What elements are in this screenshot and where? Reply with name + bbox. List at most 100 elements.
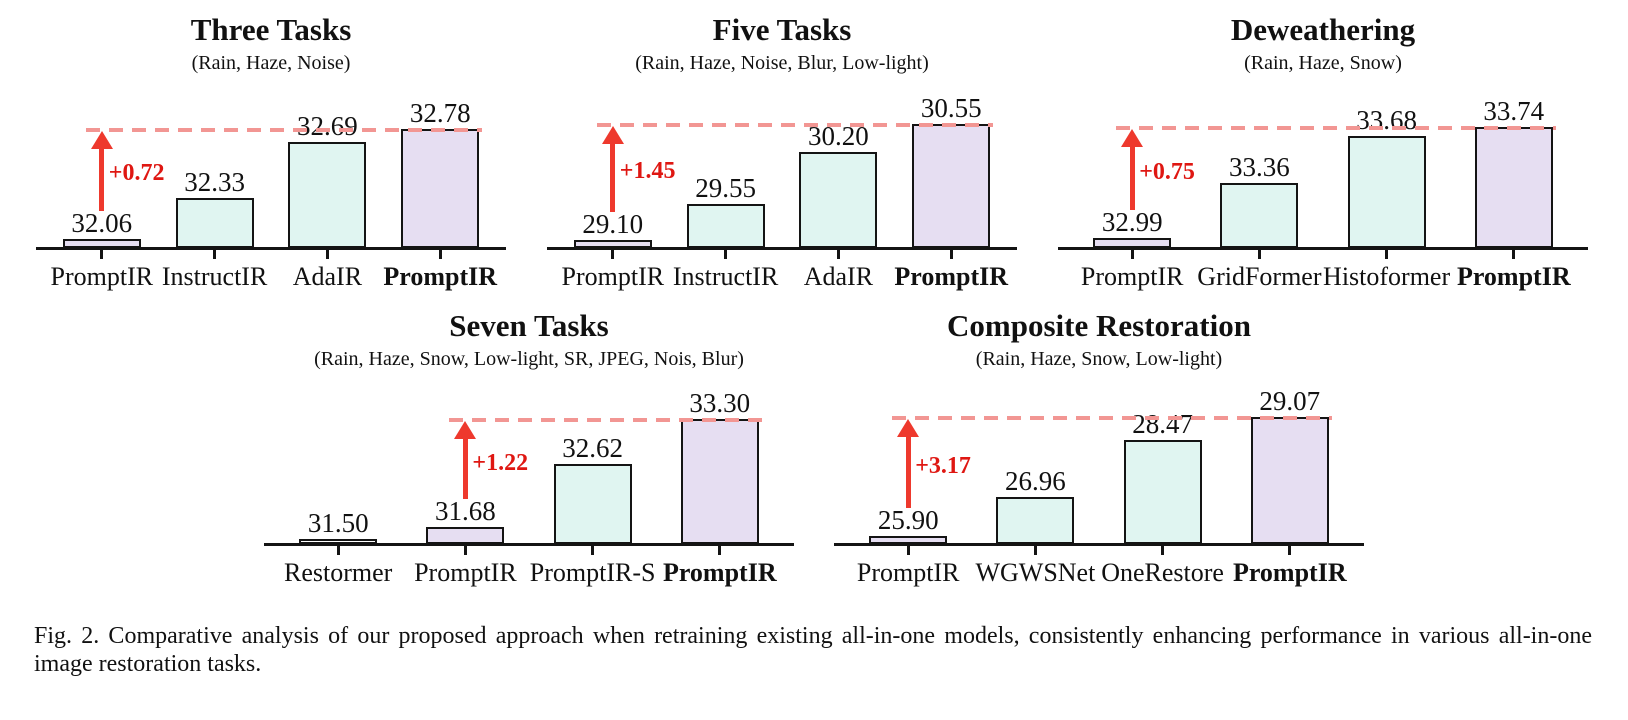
axis-tick [906,546,910,555]
bar-value-label: 32.33 [184,166,245,197]
gain-arrow-head [601,125,624,144]
chart-title: Seven Tasks [449,308,609,343]
target-dash-line [892,416,1332,421]
x-axis-line [36,247,506,250]
bar-value-label: 32.78 [409,97,471,128]
bar-value-label: 30.55 [920,92,982,123]
bar-value-label: 29.07 [1259,386,1321,417]
bar-value-label: 33.36 [1229,152,1290,182]
bar-promptir-s [553,464,632,544]
axis-tick [100,250,104,259]
axis-tick [336,546,340,555]
bar-promptir [1250,417,1329,544]
target-dash-line [449,418,762,423]
target-dash-line [85,127,483,132]
axis-tick [438,250,442,259]
axis-tick [1385,250,1389,259]
gain-arrow [610,142,616,212]
bar-category-label: PromptIR [383,262,497,291]
chart-deweathering: Deweathering (Rain, Haze, Snow) 32.99 Pro… [1058,12,1588,292]
bar-wgwsnet [996,496,1075,544]
bar-promptir [1474,126,1553,248]
bar-value-label: 29.55 [695,172,756,203]
bar-category-label: PromptIR [662,558,777,587]
axis-tick [1257,250,1261,259]
bar-promptir [869,536,948,544]
gain-arrow-head [454,421,477,440]
gain-label: +3.17 [915,453,971,480]
axis-tick [1033,546,1037,555]
bar-histoformer [1347,135,1426,248]
chart-title: Five Tasks [712,12,852,47]
chart-subtitle: (Rain, Haze, Snow, Low-light, SR, JPEG, … [314,348,744,370]
bar-promptir [62,238,141,248]
bar-category-label: AdaIR [803,262,874,291]
gain-arrow [905,436,911,509]
bar-category-label: GridFormer [1197,262,1322,291]
chart-title: Deweathering [1230,12,1416,47]
bar-promptir [401,128,480,248]
bar-value-label: 32.62 [562,433,623,464]
bar-category-label: PromptIR-S [529,558,656,587]
axis-tick [949,250,953,259]
bar-value-label: 26.96 [1005,465,1066,496]
gain-arrow [1129,145,1135,210]
figure-caption: Fig. 2. Comparative analysis of our prop… [34,623,1592,677]
plot-area: 32.99 PromptIR 33.36 GridFormer 33.68 Histofo… [1058,77,1588,292]
bar-category-label: PromptIR [1080,262,1184,291]
bar-category-label: PromptIR [1232,558,1347,587]
gain-arrow-head [90,130,113,149]
target-dash-line [596,122,994,127]
figure-top-row: Three Tasks (Rain, Haze, Noise) 32.06 Pro… [0,0,1628,292]
gain-arrow-head [897,419,920,438]
x-axis-line [1058,247,1588,250]
bar-promptir [426,526,505,544]
bar-category-label: InstructIR [672,262,779,291]
plot-area: 25.90 PromptIR 26.96 WGWSNet 28.47 OneRestore… [834,373,1364,588]
bar-category-label: PromptIR [561,262,665,291]
bar-category-label: PromptIR [894,262,1008,291]
axis-tick [1512,250,1516,259]
chart-composite-restoration: Composite Restoration (Rain, Haze, Snow,… [834,308,1364,588]
x-axis-line [834,543,1364,546]
chart-five-tasks: Five Tasks (Rain, Haze, Noise, Blur, Low… [547,12,1017,292]
axis-tick [213,250,217,259]
bar-category-label: PromptIR [1456,262,1571,291]
bar-value-label: 32.69 [297,111,358,142]
figure-bottom-row: Seven Tasks (Rain, Haze, Snow, Low-light… [0,308,1628,588]
chart-subtitle: (Rain, Haze, Noise) [191,52,351,74]
bar-promptir [912,123,991,248]
gain-label: +1.22 [472,449,529,476]
bar-promptir [1093,237,1172,248]
bar-instructir [175,197,254,248]
plot-area: 29.10 PromptIR 29.55 InstructIR 30.20 AdaIR 30… [547,77,1017,292]
axis-tick [463,546,467,555]
bar-gridformer [1220,183,1299,248]
bar-category-label: AdaIR [292,262,363,291]
chart-three-tasks: Three Tasks (Rain, Haze, Noise) 32.06 Pro… [36,12,506,292]
bar-category-label: WGWSNet [975,558,1096,587]
bar-instructir [686,203,765,248]
bar-value-label: 25.90 [877,505,939,536]
gain-label: +1.45 [619,158,676,185]
plot-area: 32.06 PromptIR 32.33 InstructIR 32.69 AdaIR 32… [36,77,506,292]
axis-tick [1288,546,1292,555]
bar-value-label: 32.06 [71,207,133,238]
plot-area: 31.50 Restormer 31.68 PromptIR 32.62 PromptIR… [264,373,794,588]
axis-tick [836,250,840,259]
bar-category-label: PromptIR [856,558,960,587]
bar-onerestore [1123,439,1202,544]
chart-subtitle: (Rain, Haze, Noise, Blur, Low-light) [635,52,929,74]
axis-tick [718,546,722,555]
target-dash-line [1116,125,1556,130]
bar-value-label: 28.47 [1132,408,1193,439]
bar-promptir [680,419,759,544]
gain-label: +0.75 [1139,158,1195,185]
x-axis-line [547,247,1017,250]
bar-value-label: 31.50 [307,507,369,538]
gain-arrow [99,147,105,211]
axis-tick [325,250,329,259]
bar-promptir [573,239,652,248]
chart-subtitle: (Rain, Haze, Snow) [1244,52,1402,74]
bar-adair [288,142,367,248]
